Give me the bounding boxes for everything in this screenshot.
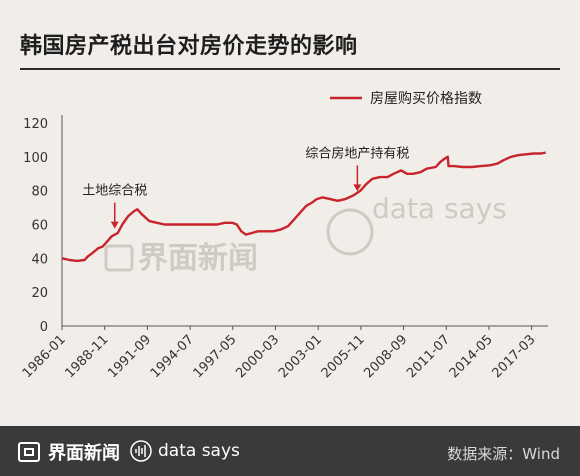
jiemian-logo-icon [18,442,40,462]
x-tick-label: 1994-07 [148,332,197,381]
legend-label: 房屋购买价格指数 [370,91,482,107]
x-tick-label: 2005-11 [319,332,368,381]
y-tick-label: 80 [31,185,48,200]
x-tick-label: 2014-05 [447,332,496,381]
x-tick-label: 1988-11 [62,332,111,381]
footer-tagline: data says [158,441,240,461]
watermark-logo-icon [104,244,134,272]
x-tick-label: 1991-09 [105,332,154,381]
watermark-waveform-icon [326,208,374,256]
arrow-head-icon [110,221,119,229]
x-tick-label: 1997-05 [191,332,240,381]
watermark-brand: 界面新闻 [138,241,258,276]
chart-title: 韩国房产税出台对房价走势的影响 [20,34,358,59]
series-line-house-price-index [61,151,546,263]
watermark: 界面新闻 data says [104,192,507,276]
x-tick-label: 1986-01 [20,332,69,381]
annotation-property-tax: 综合房地产持有税 [305,145,409,161]
footer-brand-text: 界面新闻 [48,443,120,464]
annotation-land-tax: 土地综合税 [82,184,147,199]
legend: 房屋购买价格指数 [330,91,482,107]
series-layer [61,151,546,263]
y-tick-label: 120 [23,117,48,132]
watermark-tagline: data says [372,192,507,225]
footer-bar: 界面新闻 data says 数据来源：Wind [0,426,580,476]
line-chart: 界面新闻 data says 0 20 40 60 80 100 120 1986-011988… [20,91,548,381]
x-tick-label: 2017-03 [489,332,538,381]
y-tick-label: 20 [31,286,48,301]
x-tick-label: 2008-09 [361,332,410,381]
y-tick-label: 40 [31,252,48,267]
y-tick-label: 100 [23,151,48,166]
x-tick-label: 2000-03 [233,332,282,381]
x-tick-label: 2011-07 [404,332,453,381]
footer-datasays: data says [130,440,240,462]
title-bar: 韩国房产税出台对房价走势的影响 [20,28,560,70]
annotations: 土地综合税 综合房地产持有税 [82,145,409,229]
footer-brand: 界面新闻 [18,439,120,465]
x-tick-label: 2003-01 [276,332,325,381]
y-tick-label: 0 [40,320,48,335]
data-source: 数据来源：Wind [447,445,560,463]
y-tick-label: 60 [31,219,48,234]
arrow-head-icon [353,184,362,192]
waveform-icon [130,440,152,462]
